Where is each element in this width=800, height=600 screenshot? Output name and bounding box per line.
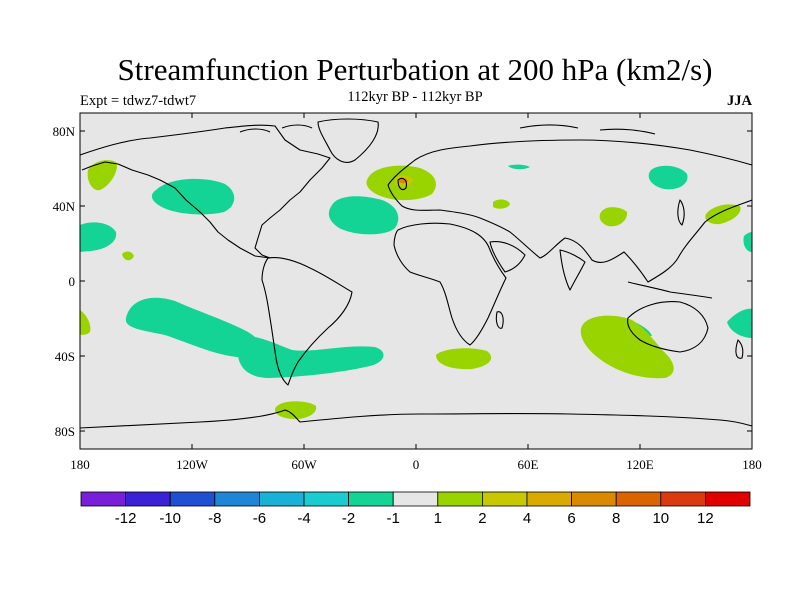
season-label: JJA — [727, 93, 752, 109]
positive-region-north-pacific-east — [705, 204, 741, 225]
lat-tick-label: 80S — [55, 424, 75, 439]
positive-region-south-africa — [436, 348, 492, 370]
colorbar-label: 12 — [697, 510, 714, 527]
negative-region-south-pacific — [125, 297, 261, 358]
colorbar-label: -2 — [342, 510, 355, 527]
colorbar-swatch — [169, 491, 216, 507]
coastline-australia — [627, 301, 709, 353]
coastline-india — [559, 249, 586, 291]
colorbar-swatch — [258, 491, 305, 507]
colorbar-swatch — [303, 491, 349, 507]
colorbar-label: -1 — [387, 510, 400, 527]
negative-region-east-edge-tropics — [743, 232, 752, 252]
coastline-new-zealand — [735, 339, 744, 359]
colorbar-label: -6 — [253, 510, 266, 527]
positive-region-alaska — [87, 160, 117, 191]
positive-region-west-edge-south — [80, 310, 91, 335]
negative-region-south-america-atlantic — [236, 335, 384, 378]
coastline-arabia — [489, 241, 526, 273]
lon-tick-label: 0 — [413, 457, 420, 472]
colorbar-swatch — [526, 491, 572, 507]
colorbar-swatch — [392, 491, 439, 507]
lat-tick-label: 40N — [53, 199, 76, 214]
lat-tick-label: 40S — [55, 349, 75, 364]
coastline-antarctica — [79, 409, 753, 429]
positive-region-antarctic-peninsula — [274, 401, 317, 420]
colorbar-swatch — [705, 491, 751, 507]
lon-tick-label: 120W — [176, 457, 209, 472]
positive-region-hawaii — [122, 251, 134, 261]
colorbar-label: 1 — [434, 510, 442, 527]
lon-tick-label: 180 — [70, 457, 90, 472]
colorbar-swatch — [481, 491, 528, 507]
coastlines — [79, 118, 753, 429]
positive-region-australia — [580, 315, 674, 379]
negative-region-north-pacific — [151, 178, 235, 215]
negative-region-west-pacific-edge — [80, 222, 117, 252]
colorbar-swatch — [348, 491, 394, 507]
coastline-south-america — [261, 257, 353, 386]
coastline-greenland — [317, 118, 379, 163]
colorbar-label: 10 — [652, 510, 669, 527]
colorbar: -12 -10 -8 -6 -4 -2 -1 1 2 4 6 8 10 12 — [80, 491, 751, 527]
negative-region-north-atlantic — [328, 196, 399, 235]
colorbar-swatch — [214, 491, 260, 507]
colorbar-label: -4 — [297, 510, 310, 527]
coastline-eurasia — [387, 139, 753, 283]
map-background — [80, 113, 752, 449]
lon-tick-label: 120E — [626, 457, 654, 472]
negative-anomaly-regions — [80, 164, 752, 378]
negative-region-north-africa — [508, 164, 530, 170]
colorbar-label: 6 — [567, 510, 575, 527]
experiment-label: Expt = tdwz7-tdwt7 — [80, 93, 197, 109]
map-title: Streamfunction Perturbation at 200 hPa (… — [117, 52, 713, 87]
colorbar-label: -10 — [159, 510, 181, 527]
map-panel — [79, 112, 753, 450]
colorbar-label: 8 — [612, 510, 620, 527]
positive-region-central-asia — [493, 199, 510, 209]
colorbar-label: -12 — [115, 510, 137, 527]
colorbar-label: 2 — [478, 510, 486, 527]
colorbar-label: -8 — [208, 510, 221, 527]
negative-region-east-edge-south — [727, 308, 752, 338]
colorbar-swatch — [571, 491, 617, 507]
lon-tick-label: 60E — [518, 457, 539, 472]
lon-tick-label: 180 — [742, 457, 762, 472]
colorbar-swatch — [660, 491, 706, 507]
coastline-madagascar — [495, 311, 504, 329]
positive-anomaly-regions — [80, 160, 741, 420]
coastline-japan — [677, 199, 685, 226]
colorbar-swatch — [615, 491, 662, 507]
coastline-indonesia — [627, 281, 713, 299]
lat-tick-label: 0 — [69, 274, 76, 289]
colorbar-swatch — [437, 491, 483, 507]
colorbar-swatch — [80, 491, 126, 507]
lon-tick-label: 60W — [291, 457, 317, 472]
colorbar-swatch — [125, 491, 171, 507]
coastline-africa — [393, 222, 507, 346]
period-label: 112kyr BP - 112kyr BP — [347, 89, 483, 105]
negative-region-east-asia — [648, 165, 688, 190]
axis-ticks: 80N 40N 0 40S 80S 180 120W 60W 0 60E 120E 180 — [53, 113, 762, 472]
positive-region-tibet — [599, 207, 628, 227]
coastline-north-america — [79, 124, 331, 259]
lat-tick-label: 80N — [53, 124, 76, 139]
coastline-arctic-islands — [239, 124, 656, 135]
colorbar-label: 4 — [523, 510, 531, 527]
coastline-british-isles — [397, 177, 407, 191]
